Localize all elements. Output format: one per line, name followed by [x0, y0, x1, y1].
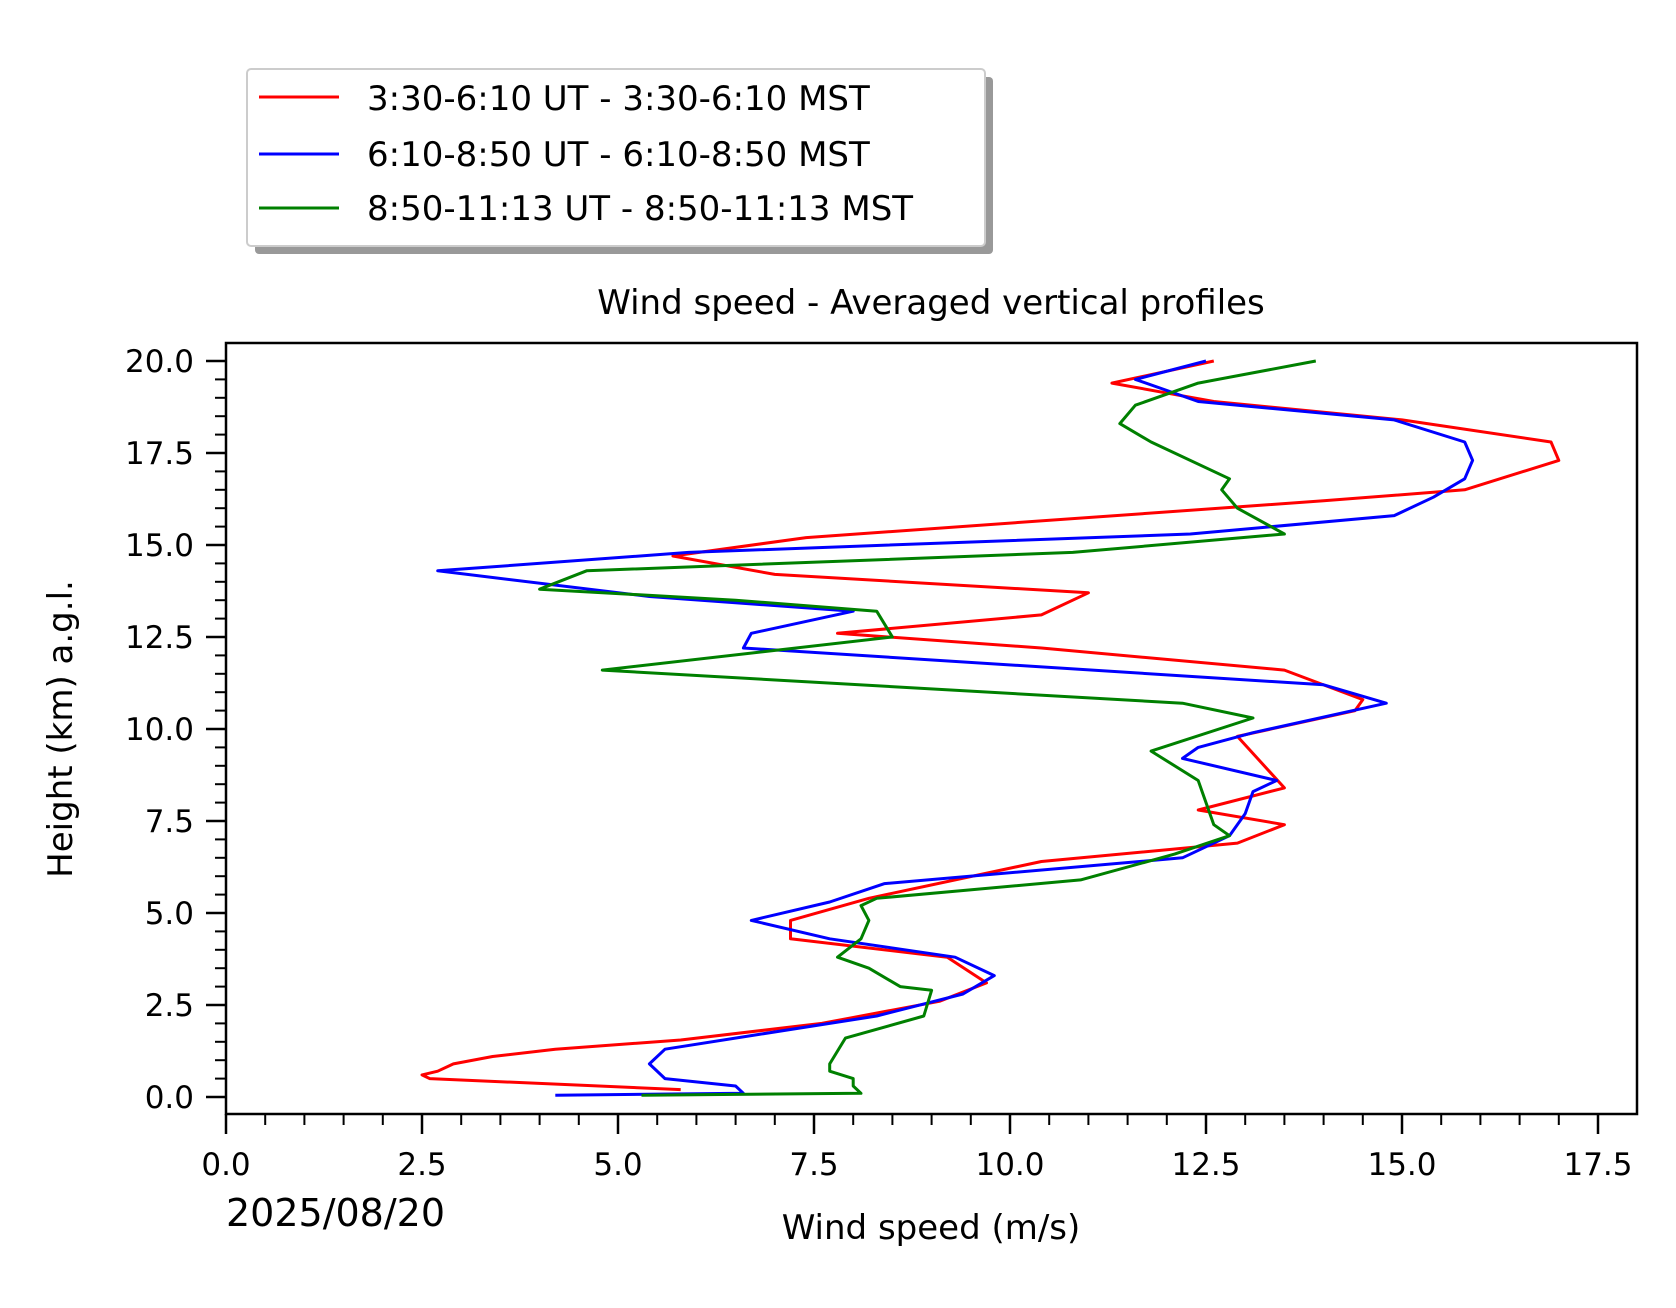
x-tick-label: 10.0: [975, 1147, 1044, 1183]
y-tick-label: 15.0: [125, 528, 194, 564]
date-label: 2025/08/20: [226, 1191, 445, 1235]
x-tick-label: 17.5: [1563, 1147, 1632, 1183]
x-tick-label: 2.5: [397, 1147, 446, 1183]
series-line-3: [538, 359, 1317, 1097]
x-tick-label: 15.0: [1367, 1147, 1436, 1183]
series-line-2: [436, 359, 1475, 1097]
y-tick-label: 5.0: [145, 896, 194, 932]
y-tick-label: 17.5: [125, 436, 194, 472]
y-tick-label: 10.0: [125, 712, 194, 748]
y-tick-label: 7.5: [145, 804, 194, 840]
y-tick-label: 2.5: [145, 988, 194, 1024]
legend: 3:30-6:10 UT - 3:30-6:10 MST 6:10-8:50 U…: [246, 68, 993, 254]
y-tick-label: 12.5: [125, 620, 194, 656]
x-tick-label: 5.0: [593, 1147, 642, 1183]
series-layer: [420, 359, 1561, 1097]
legend-box: [246, 68, 986, 247]
ticks-layer: 0.0 2.5 5.0 7.5 10.0 12.5 15.0 17.5 0.0 2.5 5.0 7.5…: [125, 344, 1633, 1183]
chart-title: Wind speed - Averaged vertical profiles: [597, 283, 1265, 323]
x-tick-label: 0.0: [201, 1147, 250, 1183]
x-tick-label: 7.5: [789, 1147, 838, 1183]
legend-label-series-3: 8:50-11:13 UT - 8:50-11:13 MST: [367, 189, 913, 229]
y-tick-label: 0.0: [145, 1080, 194, 1116]
x-tick-label: 12.5: [1171, 1147, 1240, 1183]
legend-label-series-2: 6:10-8:50 UT - 6:10-8:50 MST: [367, 135, 870, 175]
y-tick-label: 20.0: [125, 344, 194, 380]
series-line-1: [420, 359, 1561, 1092]
x-axis-label: Wind speed (m/s): [782, 1208, 1081, 1248]
legend-label-series-1: 3:30-6:10 UT - 3:30-6:10 MST: [367, 79, 870, 119]
y-axis-label: Height (km) a.g.l.: [41, 580, 81, 878]
plot-frame: [224, 341, 1639, 1116]
